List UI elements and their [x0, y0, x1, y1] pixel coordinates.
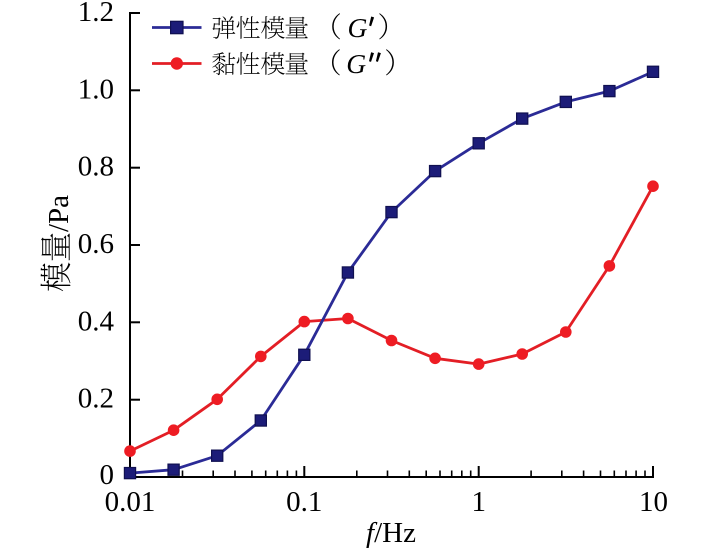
- svg-text:0: 0: [100, 459, 115, 491]
- svg-text:G: G: [346, 48, 366, 79]
- svg-text:0.6: 0.6: [78, 228, 114, 260]
- svg-text:0.2: 0.2: [78, 383, 114, 415]
- svg-text:/Pa: /Pa: [43, 195, 75, 232]
- svg-text:1: 1: [471, 486, 486, 518]
- svg-text:0.01: 0.01: [105, 486, 156, 518]
- svg-text:1.0: 1.0: [78, 73, 114, 105]
- svg-text:0.8: 0.8: [78, 151, 114, 183]
- svg-text:f/Hz: f/Hz: [366, 517, 416, 549]
- svg-text:0.1: 0.1: [286, 486, 322, 518]
- svg-text:1.2: 1.2: [78, 0, 114, 28]
- svg-text:0.4: 0.4: [78, 305, 115, 337]
- svg-text:10: 10: [639, 486, 668, 518]
- svg-text:G: G: [348, 12, 368, 43]
